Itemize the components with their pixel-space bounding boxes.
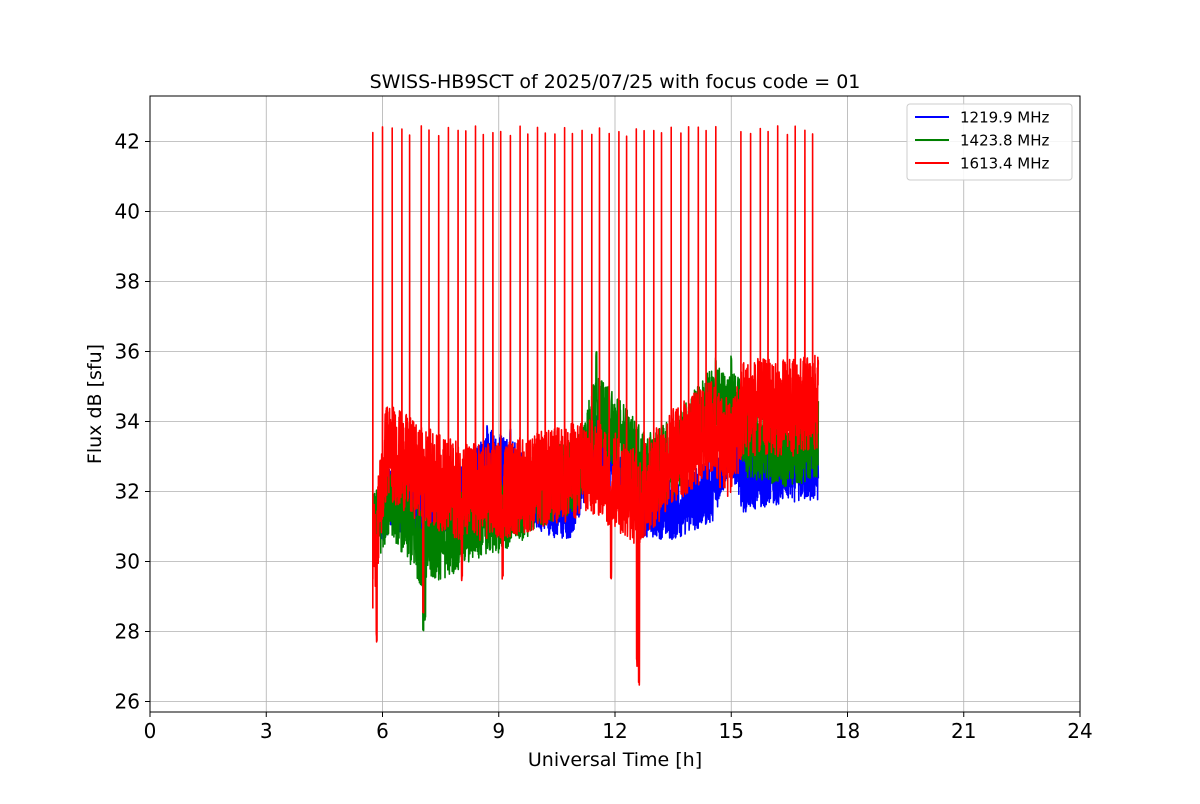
series-lines bbox=[372, 125, 820, 686]
legend-label-1613: 1613.4 MHz bbox=[960, 155, 1049, 173]
y-tick-label: 30 bbox=[115, 550, 140, 574]
legend: 1219.9 MHz 1423.8 MHz 1613.4 MHz bbox=[906, 103, 1073, 181]
y-tick-label: 26 bbox=[115, 690, 140, 714]
x-tick-label: 15 bbox=[719, 719, 744, 743]
legend-label-1219: 1219.9 MHz bbox=[960, 109, 1049, 127]
legend-box bbox=[906, 103, 1073, 181]
y-axis-label: Flux dB [sfu] bbox=[84, 344, 106, 464]
y-tick-label: 38 bbox=[115, 270, 140, 294]
y-tick-label: 32 bbox=[115, 480, 140, 504]
x-tick-label: 6 bbox=[376, 719, 389, 743]
y-tick-label: 36 bbox=[115, 340, 140, 364]
x-tick-label: 18 bbox=[835, 719, 860, 743]
x-tick-label: 24 bbox=[1067, 719, 1092, 743]
x-tick-label: 0 bbox=[144, 719, 157, 743]
y-tick-label: 42 bbox=[115, 130, 140, 154]
y-tick-label: 40 bbox=[115, 200, 140, 224]
y-tick-label: 28 bbox=[115, 620, 140, 644]
x-tick-label: 3 bbox=[260, 719, 273, 743]
series-line-1613 bbox=[372, 125, 820, 686]
x-tick-label: 21 bbox=[951, 719, 976, 743]
x-tick-label: 12 bbox=[602, 719, 627, 743]
x-axis-label: Universal Time [h] bbox=[528, 749, 702, 771]
y-tick-label: 34 bbox=[115, 410, 140, 434]
legend-label-1423: 1423.8 MHz bbox=[960, 132, 1049, 150]
chart-title: SWISS-HB9SCT of 2025/07/25 with focus co… bbox=[370, 71, 861, 93]
x-tick-label: 9 bbox=[492, 719, 505, 743]
